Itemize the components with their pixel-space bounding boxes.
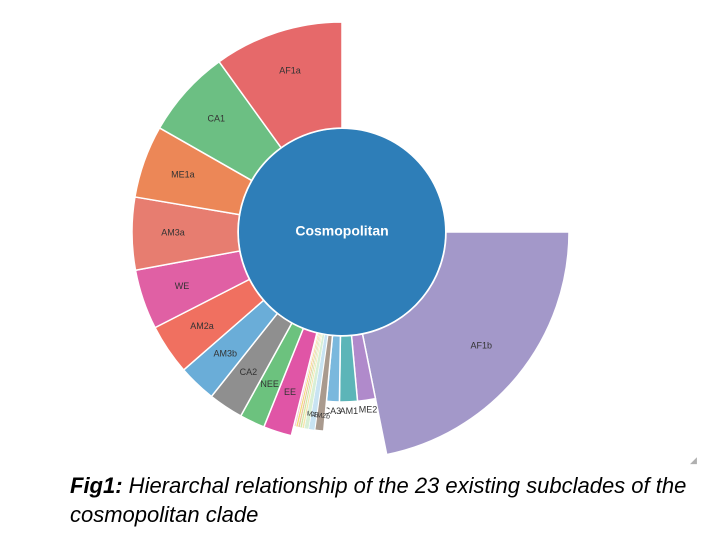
resize-corner-mark: ◢ (690, 455, 697, 465)
segment-label-me1a: ME1a (171, 170, 195, 180)
figure-caption: Fig1: Hierarchal relationship of the 23 … (70, 471, 690, 529)
segment-label-am3b: AM3b (214, 349, 238, 359)
segment-label-af1a: AF1a (279, 66, 301, 76)
segment-label-am1: AM1 (340, 406, 359, 416)
segment-label-me2: ME2 (359, 404, 378, 414)
segment-label-am4: AM4 (301, 410, 317, 419)
segment-label-am3a: AM3a (161, 228, 185, 238)
segment-label-am2b: AM2b (311, 412, 330, 421)
center-label: Cosmopolitan (295, 223, 388, 239)
segment-af1a (218, 21, 343, 149)
segment-af1b (361, 231, 570, 456)
segment-label-ca2: CA2 (240, 367, 258, 377)
caption-text: Hierarchal relationship of the 23 existi… (70, 473, 687, 527)
segment-label-ce: CE (309, 411, 320, 419)
figure-label: Fig1: (70, 473, 123, 498)
segment-label-ca1: CA1 (208, 113, 226, 123)
segment-label-ca3: CA3 (324, 406, 342, 416)
segment-label-af1b: AF1b (470, 340, 492, 350)
segment-label-we: WE (175, 281, 190, 291)
segment-label-am2a: AM2a (190, 321, 214, 331)
segment-label-nee: NEE (260, 379, 279, 389)
segment-label-ee: EE (284, 387, 296, 397)
